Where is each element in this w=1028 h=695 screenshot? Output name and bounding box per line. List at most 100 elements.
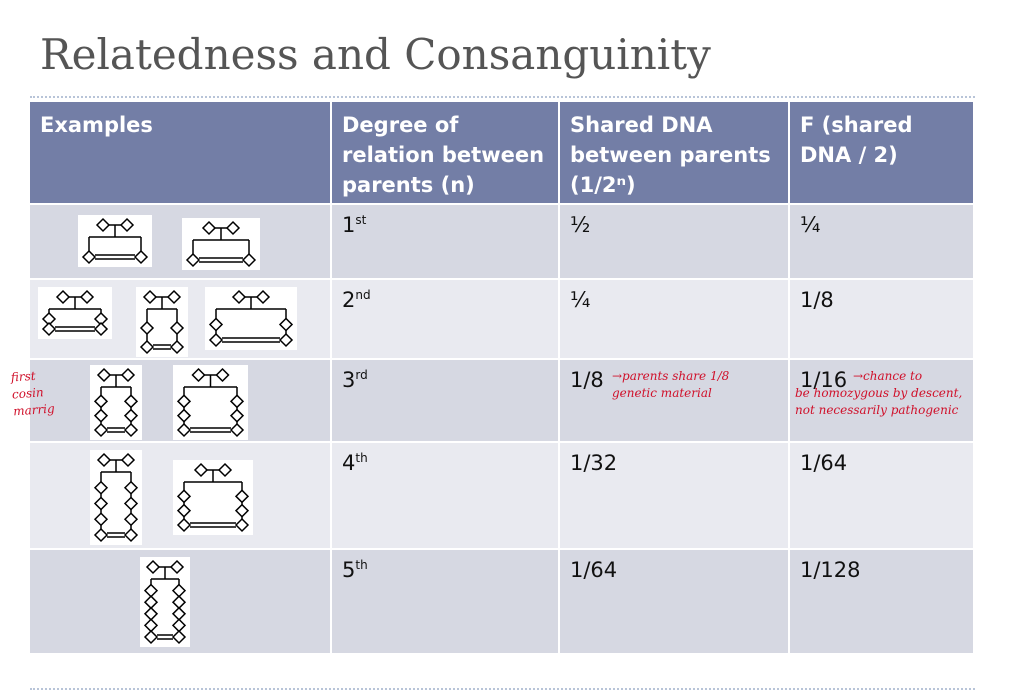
header-line: between parents	[570, 143, 771, 167]
pedigree-individual	[229, 408, 245, 423]
degree-suffix: th	[355, 451, 368, 465]
degree-suffix: st	[355, 213, 367, 227]
pedigree-individual	[185, 252, 201, 268]
table-cell: 3rd	[332, 360, 560, 443]
degree-suffix: rd	[355, 368, 368, 382]
table-cell: 1/16	[790, 360, 975, 443]
pedigree-individual	[278, 317, 294, 332]
header-cell: F (shared DNA / 2)	[790, 102, 975, 205]
pedigree-individual	[139, 320, 155, 336]
f-value: ¼	[800, 213, 821, 237]
annotation: first cosin marrig	[10, 367, 55, 421]
table-cell: ¼	[790, 205, 975, 280]
header-line: relation between	[342, 143, 545, 167]
header-cell: Degree of relation between parents (n)	[332, 102, 560, 205]
pedigree-individual	[176, 422, 192, 438]
pedigree-individual	[93, 394, 109, 409]
pedigree-individual	[225, 220, 241, 236]
table-cell: 5th	[332, 550, 560, 655]
annotation-line: →parents share 1/8	[612, 369, 730, 383]
degree-number: 4	[342, 451, 356, 475]
table-cell: 1/64	[790, 443, 975, 550]
header-line: Shared DNA	[570, 113, 713, 137]
pedigree-individual	[93, 408, 109, 423]
pedigree-individual	[123, 394, 139, 409]
pedigree-individual	[234, 517, 250, 533]
pedigree-individual	[93, 321, 109, 337]
table-cell: 1/8	[560, 360, 790, 443]
pedigree-individual	[215, 367, 230, 383]
f-value: 1/128	[800, 558, 861, 582]
pedigree-individual	[123, 527, 139, 543]
header-line: F (shared	[800, 113, 913, 137]
pedigree-individual	[176, 503, 192, 518]
pedigree-individual	[93, 480, 109, 495]
pedigree-individual	[81, 249, 97, 265]
pedigree-individual	[145, 559, 161, 575]
pedigree-individual	[176, 517, 192, 533]
pedigree-individual	[201, 220, 217, 236]
table-cell: 1/128	[790, 550, 975, 655]
annotation: →chance to be homozygous by descent, not…	[795, 368, 962, 419]
pedigree-individual	[120, 367, 136, 383]
pedigree-individual	[123, 408, 139, 423]
table-cell: 1st	[332, 205, 560, 280]
table-cell: 4th	[332, 443, 560, 550]
table-cell: 1/64	[560, 550, 790, 655]
slide-title: Relatedness and Consanguinity	[40, 30, 711, 79]
shared-dna: ¼	[570, 288, 591, 312]
table-cell: ½	[560, 205, 790, 280]
degree-number: 5	[342, 558, 356, 582]
pedigree-individual	[143, 629, 159, 645]
degree-suffix: th	[355, 558, 368, 572]
pedigree-individual	[208, 317, 224, 332]
pedigree-individual	[176, 394, 192, 409]
pedigree-individual	[93, 422, 109, 438]
pedigree-individual	[229, 394, 245, 409]
header-cell: Shared DNA between parents (1/2ⁿ)	[560, 102, 790, 205]
divider	[30, 96, 975, 98]
pedigree-individual	[95, 217, 111, 233]
pedigree-individual	[123, 512, 139, 527]
annotation: →parents share 1/8 genetic material	[612, 368, 729, 402]
pedigree-individual	[139, 339, 155, 355]
annotation-line: not necessarily pathogenic	[795, 403, 959, 417]
pedigree-individual	[120, 452, 136, 468]
pedigree-individual	[241, 252, 257, 268]
pedigree-individual	[234, 503, 250, 518]
pedigree-individual	[169, 339, 185, 355]
pedigree-individual	[176, 408, 192, 423]
table-cell: 1/8	[790, 280, 975, 360]
pedigree-individual	[93, 496, 109, 511]
pedigree-individual	[123, 422, 139, 438]
pedigree-individual	[55, 289, 71, 305]
pedigree-individual	[231, 289, 247, 305]
pedigree-individual	[133, 249, 149, 265]
f-value: 1/64	[800, 451, 848, 475]
degree-number: 3	[342, 368, 356, 392]
pedigree-individual	[171, 629, 187, 645]
pedigree-individual	[41, 321, 57, 337]
pedigree-individual	[229, 422, 245, 438]
annotation-line: →chance to	[853, 369, 923, 383]
f-value: 1/16	[800, 368, 848, 392]
table-cell: ¼	[560, 280, 790, 360]
pedigree-individual	[208, 332, 224, 348]
pedigree-individual	[191, 367, 206, 383]
pedigree-individual	[93, 512, 109, 527]
pedigree-individual	[93, 527, 109, 543]
shared-dna: 1/32	[570, 451, 618, 475]
shared-dna: 1/8	[570, 368, 604, 392]
pedigree-individual	[123, 496, 139, 511]
header-line: Degree of	[342, 113, 459, 137]
header-line: Examples	[40, 113, 153, 137]
pedigree-individual	[123, 480, 139, 495]
annotation-line: genetic material	[612, 386, 712, 400]
divider	[30, 688, 975, 690]
pedigree-individual	[193, 462, 209, 478]
pedigree-individual	[119, 217, 135, 233]
degree-suffix: nd	[355, 288, 371, 302]
annotation-line: be homozygous by descent,	[795, 386, 963, 400]
pedigree-individual	[169, 559, 185, 575]
